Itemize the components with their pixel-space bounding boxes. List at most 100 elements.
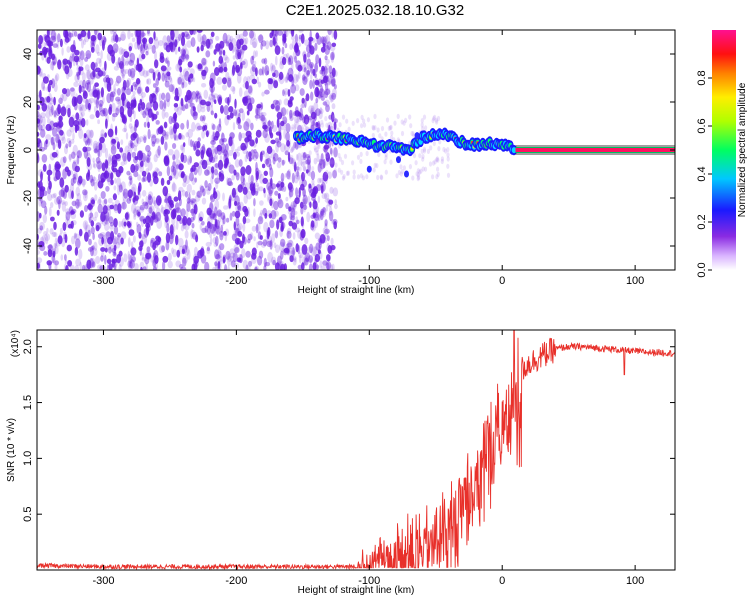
noise-speckle: [273, 210, 279, 217]
noise-speckle: [113, 225, 119, 235]
noise-speckle: [44, 233, 51, 242]
noise-speckle: [236, 239, 240, 245]
noise-speckle: [202, 116, 205, 124]
noise-speckle: [267, 251, 273, 263]
noise-speckle: [85, 263, 89, 270]
noise-speckle: [309, 258, 313, 264]
noise-speckle: [174, 105, 179, 113]
noise-speckle: [228, 136, 233, 147]
noise-speckle: [181, 104, 186, 112]
noise-speckle: [204, 169, 210, 177]
noise-speckle: [249, 181, 255, 188]
noise-speckle: [65, 68, 70, 80]
noise-speckle: [290, 61, 294, 72]
noise-speckle: [120, 33, 126, 42]
noise-speckle: [176, 249, 181, 258]
noise-speckle: [37, 118, 40, 124]
noise-speckle: [238, 159, 243, 167]
noise-speckle: [120, 48, 126, 55]
noise-speckle: [187, 128, 193, 138]
noise-speckle: [231, 64, 236, 76]
noise-speckle: [76, 150, 83, 159]
noise-speckle: [188, 136, 191, 147]
noise-speckle: [201, 144, 206, 154]
noise-speckle: [317, 213, 321, 222]
noise-speckle: [324, 142, 330, 151]
noise-speckle: [203, 89, 209, 100]
noise-speckle: [211, 81, 216, 87]
noise-speckle: [197, 249, 203, 259]
haze-speckle: [411, 175, 415, 181]
noise-speckle: [191, 140, 195, 148]
noise-speckle: [279, 55, 285, 66]
noise-speckle: [136, 57, 140, 67]
noise-speckle: [291, 172, 295, 184]
noise-speckle: [283, 31, 287, 37]
noise-speckle: [166, 99, 170, 108]
noise-speckle: [122, 190, 126, 196]
noise-speckle: [47, 249, 53, 258]
noise-speckle: [319, 260, 323, 268]
noise-speckle: [99, 37, 103, 47]
noise-speckle: [280, 172, 285, 182]
haze-speckle: [384, 152, 388, 158]
noise-speckle: [152, 212, 158, 219]
noise-speckle: [121, 54, 125, 66]
noise-speckle: [324, 198, 331, 203]
noise-speckle: [126, 54, 129, 66]
noise-speckle: [200, 44, 204, 52]
noise-speckle: [267, 196, 273, 202]
noise-speckle: [114, 48, 118, 53]
noise-speckle: [56, 139, 61, 148]
noise-speckle: [165, 92, 171, 103]
noise-speckle: [330, 76, 336, 87]
noise-speckle: [130, 241, 134, 248]
noise-speckle: [179, 101, 185, 111]
noise-speckle: [72, 144, 79, 156]
noise-speckle: [291, 222, 298, 230]
noise-speckle: [122, 97, 128, 107]
noise-speckle: [250, 55, 254, 65]
noise-speckle: [37, 118, 40, 128]
haze-speckle: [446, 163, 450, 169]
noise-speckle: [254, 190, 259, 196]
noise-speckle: [94, 211, 99, 218]
noise-speckle: [155, 78, 159, 87]
noise-speckle: [123, 48, 128, 54]
noise-speckle: [253, 198, 256, 207]
noise-speckle: [280, 107, 287, 117]
noise-speckle: [254, 266, 258, 270]
noise-speckle: [149, 215, 154, 226]
haze-speckle: [333, 168, 337, 174]
noise-speckle: [114, 125, 118, 136]
noise-speckle: [55, 133, 60, 144]
noise-speckle: [178, 58, 183, 66]
noise-speckle: [269, 198, 273, 206]
noise-speckle: [228, 42, 234, 51]
noise-speckle: [51, 53, 56, 61]
haze-speckle: [288, 174, 292, 180]
noise-speckle: [154, 167, 159, 172]
y-tick-label: 1.0: [22, 451, 34, 466]
noise-speckle: [51, 136, 55, 146]
noise-speckle: [57, 33, 61, 43]
noise-speckle: [287, 169, 292, 178]
noise-speckle: [284, 243, 291, 253]
haze-speckle: [436, 115, 441, 122]
noise-speckle: [178, 133, 182, 140]
noise-speckle: [270, 183, 277, 190]
haze-speckle: [416, 176, 420, 182]
noise-speckle: [257, 240, 263, 246]
noise-speckle: [323, 144, 330, 150]
noise-speckle: [105, 231, 111, 237]
noise-speckle: [203, 122, 208, 129]
noise-speckle: [199, 35, 205, 46]
noise-speckle: [183, 222, 190, 231]
noise-speckle: [51, 231, 57, 237]
noise-speckle: [70, 210, 75, 215]
noise-speckle: [52, 142, 56, 151]
noise-speckle: [323, 75, 327, 86]
noise-speckle: [280, 185, 287, 193]
noise-speckle: [128, 50, 132, 58]
noise-speckle: [152, 266, 157, 270]
